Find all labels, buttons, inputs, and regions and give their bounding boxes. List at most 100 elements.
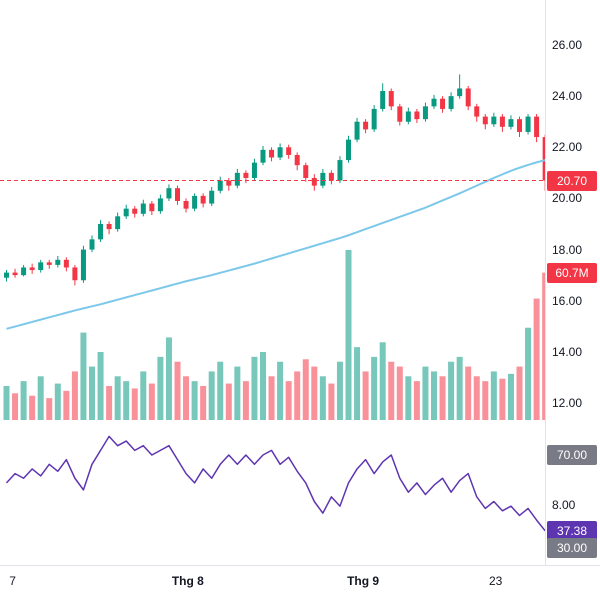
candle-body — [29, 267, 35, 271]
candle-body — [508, 119, 514, 127]
volume-bar — [542, 272, 546, 420]
time-tick-label: 7 — [9, 574, 16, 588]
price-tick-label: 16.00 — [552, 293, 583, 308]
volume-bar — [490, 371, 497, 420]
candle-body — [337, 160, 343, 181]
volume-bar — [482, 381, 489, 420]
candle-body — [55, 259, 61, 265]
volume-bar — [516, 366, 523, 420]
volume-bar — [54, 383, 61, 420]
candle-body — [12, 272, 18, 276]
last-price-badge: 20.70 — [547, 170, 597, 191]
volume-bar — [507, 373, 514, 420]
volume-badge: 60.7M — [547, 262, 597, 283]
volume-bar — [525, 327, 532, 420]
volume-bar — [439, 376, 446, 420]
volume-bar — [396, 366, 403, 420]
candle-body — [38, 262, 44, 271]
candle-body — [517, 119, 522, 132]
volume-bar — [533, 298, 540, 420]
candle-body — [175, 188, 180, 201]
volume-bar — [362, 371, 369, 420]
candle-body — [311, 177, 317, 186]
candle-body — [106, 223, 112, 230]
rsi-lower-band-badge: 30.00 — [547, 538, 597, 558]
moving-average-line — [6, 159, 546, 330]
volume-bar — [242, 381, 249, 420]
candle-body — [46, 262, 52, 265]
candle-body — [448, 96, 454, 109]
candle-body — [251, 162, 257, 178]
volume-bar — [465, 366, 472, 420]
volume-bar — [3, 386, 10, 420]
candle-body — [388, 91, 394, 107]
volume-bar — [354, 347, 361, 420]
volume-bar — [97, 352, 104, 420]
volume-bar — [225, 383, 232, 420]
candle-body — [115, 216, 121, 230]
volume-bar — [89, 366, 95, 420]
candle-body — [320, 172, 326, 186]
price-tick-label: 8.00 — [552, 498, 576, 513]
price-tick-label: 12.00 — [552, 395, 583, 410]
candle-body — [397, 106, 403, 122]
candle-body — [132, 208, 138, 214]
chart-plot-area[interactable] — [0, 0, 546, 566]
price-tick-label: 26.00 — [552, 38, 583, 52]
candle-body — [269, 149, 275, 158]
candle-body — [226, 180, 232, 186]
volume-bar — [71, 371, 78, 420]
time-tick-label: Thg 9 — [347, 574, 380, 588]
volume-bar — [157, 356, 164, 420]
candle-body — [89, 239, 95, 250]
rsi-value-badge: 37.38 — [547, 520, 597, 541]
candle-body — [80, 249, 86, 281]
price-tick-label: 20.00 — [552, 191, 583, 206]
candle-body — [354, 121, 360, 140]
candle-body — [63, 259, 69, 268]
volume-bar — [294, 371, 301, 420]
volume-bar — [302, 359, 309, 420]
volume-bar — [46, 398, 53, 420]
price-axis[interactable]: 20.70 60.7M 70.00 37.38 30.00 26.00 24.00… — [545, 0, 600, 566]
volume-bar — [114, 376, 121, 420]
candle-body — [166, 188, 172, 199]
volume-bar — [379, 342, 386, 420]
time-tick-label: Thg 8 — [171, 574, 204, 588]
time-tick-label: 23 — [488, 574, 503, 588]
volume-bar — [183, 376, 190, 420]
volume-bar — [29, 395, 36, 420]
volume-bar — [200, 386, 207, 420]
candle-body — [346, 139, 351, 161]
chart-canvas — [0, 74, 546, 532]
time-axis[interactable]: 7 Thg 8 Thg 9 23 — [0, 565, 600, 600]
candle-body — [482, 116, 488, 125]
candle-body — [209, 190, 215, 204]
rsi-upper-band-badge: 70.00 — [547, 445, 597, 465]
candle-body — [328, 172, 334, 181]
volume-bar — [174, 361, 181, 420]
volume-bar — [448, 361, 455, 420]
volume-bar — [431, 371, 437, 420]
volume-bar — [148, 383, 155, 420]
candle-body — [457, 88, 463, 97]
candle-body — [474, 106, 480, 117]
volume-bar — [12, 393, 19, 420]
candle-body — [98, 223, 104, 240]
candle-body — [465, 88, 471, 107]
volume-bar — [123, 381, 130, 420]
candle-body — [21, 267, 27, 276]
candle-body — [149, 203, 155, 212]
candle-body — [243, 172, 249, 178]
volume-bar — [63, 390, 70, 420]
volume-bar — [80, 332, 87, 420]
volume-bar — [20, 381, 27, 420]
candle-body — [234, 172, 240, 186]
volume-bar — [37, 376, 44, 420]
volume-bar — [208, 371, 215, 420]
volume-bar — [268, 376, 275, 420]
candle-body — [192, 195, 198, 209]
volume-bar — [473, 376, 480, 420]
candle-body — [217, 180, 223, 191]
candle-body — [363, 121, 369, 130]
